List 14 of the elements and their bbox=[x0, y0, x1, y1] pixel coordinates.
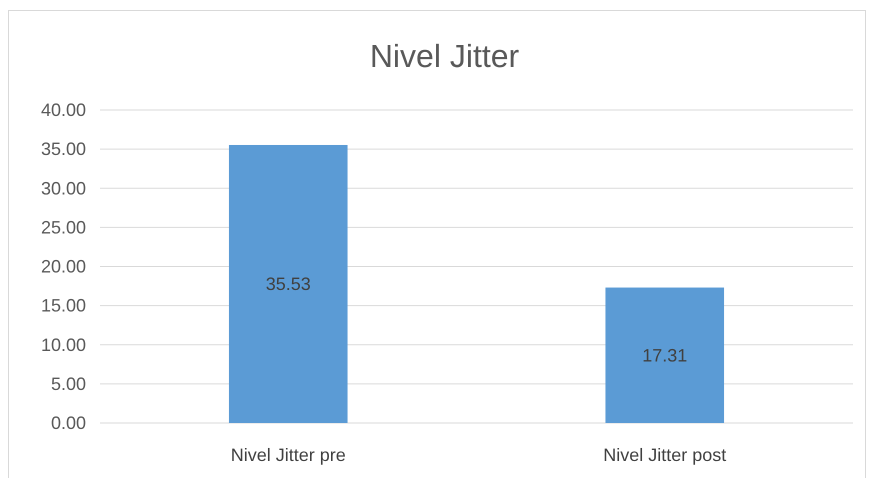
y-tick-label: 5.00 bbox=[50, 374, 86, 394]
y-tick-label: 40.00 bbox=[40, 100, 86, 120]
data-label: 35.53 bbox=[266, 274, 311, 294]
y-tick-label: 25.00 bbox=[40, 217, 86, 238]
x-tick-label: Nivel Jitter post bbox=[603, 445, 726, 465]
y-tick-label: 10.00 bbox=[40, 334, 86, 355]
chart-title: Nivel Jitter bbox=[370, 38, 520, 74]
y-tick-label: 35.00 bbox=[40, 139, 86, 160]
y-tick-label: 30.00 bbox=[40, 178, 86, 198]
y-tick-label: 20.00 bbox=[40, 256, 86, 276]
data-label: 17.31 bbox=[642, 345, 688, 366]
y-tick-label: 0.00 bbox=[50, 413, 86, 433]
x-tick-label: Nivel Jitter pre bbox=[230, 445, 346, 465]
y-tick-label: 15.00 bbox=[40, 296, 86, 316]
